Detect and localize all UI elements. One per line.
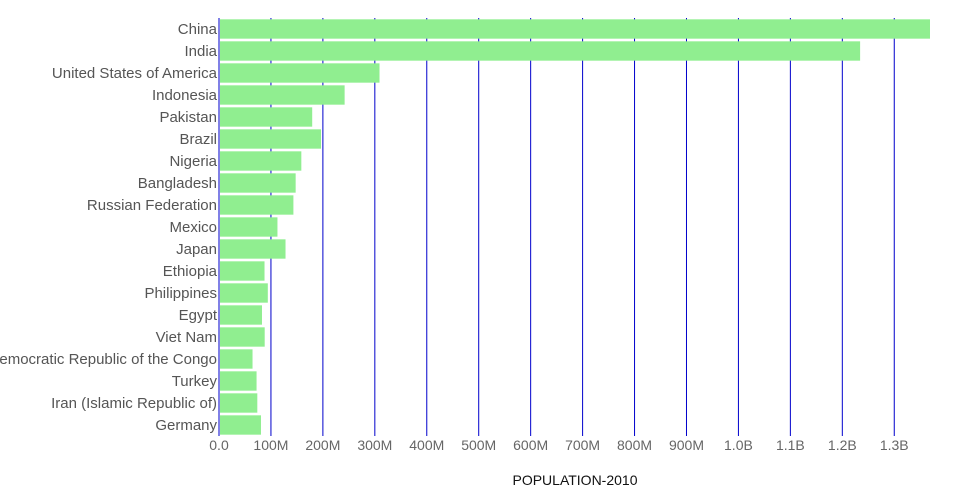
- category-label: Indonesia: [152, 87, 218, 104]
- x-tick-label: 400M: [409, 437, 444, 453]
- category-label: Brazil: [179, 131, 217, 148]
- bar: [220, 393, 258, 413]
- category-label: Germany: [155, 417, 217, 434]
- x-tick-label: 1.1B: [776, 437, 805, 453]
- gridlines: [218, 18, 895, 436]
- bar: [220, 371, 257, 391]
- category-label: Iran (Islamic Republic of): [51, 395, 217, 412]
- x-axis-title: POPULATION-2010: [512, 472, 637, 488]
- x-tick-label: 0.0: [209, 437, 229, 453]
- bar: [220, 349, 253, 369]
- bar: [220, 129, 321, 149]
- bar: [220, 217, 278, 237]
- bar: [220, 239, 286, 259]
- bar: [220, 327, 265, 347]
- category-label: Viet Nam: [156, 329, 217, 346]
- x-tick-label: 1.2B: [828, 437, 857, 453]
- category-label: United States of America: [52, 65, 218, 82]
- bar: [220, 107, 313, 127]
- x-tick-label: 600M: [513, 437, 548, 453]
- x-tick-label: 300M: [357, 437, 392, 453]
- category-label: Nigeria: [169, 153, 217, 170]
- x-tick-label: 500M: [461, 437, 496, 453]
- category-label: China: [178, 21, 218, 38]
- bar: [220, 63, 380, 83]
- x-tick-label: 1.0B: [724, 437, 753, 453]
- category-label: Democratic Republic of the Congo: [0, 351, 217, 368]
- x-tick-label: 700M: [565, 437, 600, 453]
- x-tick-label: 800M: [617, 437, 652, 453]
- bar: [220, 195, 294, 215]
- category-label: Turkey: [172, 373, 218, 390]
- bar: [220, 85, 345, 105]
- x-tick-labels: 0.0 100M 200M 300M 400M 500M 600M 700M 800M 900M 1…: [209, 437, 908, 453]
- bar: [220, 283, 268, 303]
- category-label: India: [184, 43, 217, 60]
- category-label: Japan: [176, 241, 217, 258]
- bar: [220, 415, 261, 435]
- x-tick-label: 1.3B: [880, 437, 909, 453]
- bar: [220, 173, 296, 193]
- category-label: Bangladesh: [138, 175, 217, 192]
- category-label: Pakistan: [159, 109, 217, 126]
- bars: [220, 19, 930, 435]
- bar: [220, 41, 861, 61]
- bar: [220, 151, 302, 171]
- category-label: Philippines: [144, 285, 217, 302]
- bar: [220, 19, 930, 39]
- bar: [220, 305, 262, 325]
- category-label: Mexico: [169, 219, 217, 236]
- x-tick-label: 100M: [253, 437, 288, 453]
- category-label: Russian Federation: [87, 197, 217, 214]
- category-label: Egypt: [179, 307, 218, 324]
- x-tick-label: 200M: [305, 437, 340, 453]
- x-tick-label: 900M: [669, 437, 704, 453]
- category-labels: China India United States of America Indone…: [0, 21, 218, 434]
- bar: [220, 261, 265, 281]
- category-label: Ethiopia: [163, 263, 218, 280]
